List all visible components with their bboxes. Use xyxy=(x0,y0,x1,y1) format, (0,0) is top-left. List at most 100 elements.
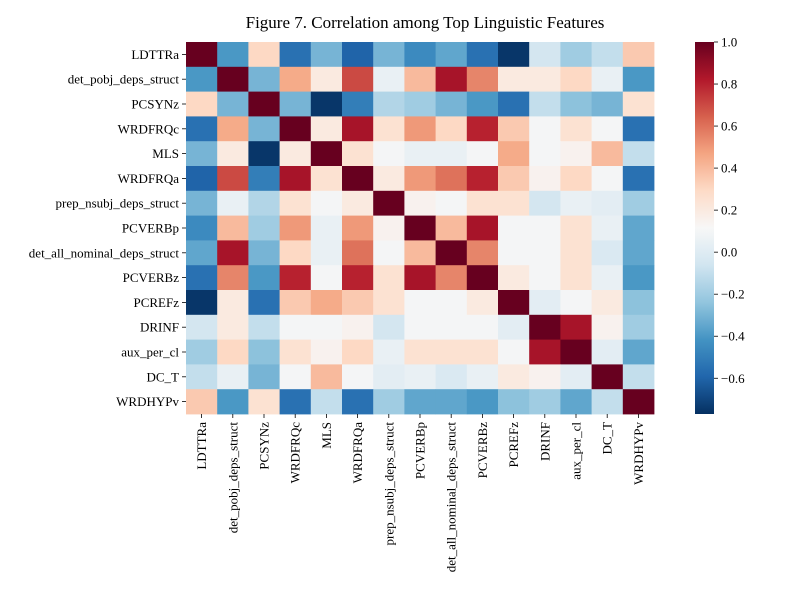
heatmap-cell-PCREFz-det_all_nominal_deps_struct xyxy=(435,290,468,316)
heatmap-cell-DRINF-det_all_nominal_deps_struct xyxy=(435,314,468,340)
heatmap-cell-PCREFz-PCREFz xyxy=(498,290,530,316)
heatmap-cell-aux_per_cl-PCVERBp xyxy=(404,339,436,365)
column-tick-label: PCREFz xyxy=(506,422,521,468)
heatmap-cell-PCSYNz-WRDFRQc xyxy=(279,91,312,117)
heatmap-cell-WRDFRQc-WRDFRQc xyxy=(279,116,312,142)
heatmap-cell-DRINF-WRDFRQa xyxy=(342,314,374,340)
heatmap-cell-PCVERBp-MLS xyxy=(310,215,343,241)
heatmap-cell-WRDFRQc-PCVERBz xyxy=(466,116,499,142)
heatmap-cell-det_pobj_deps_struct-DC_T xyxy=(591,66,624,92)
row-tick-label: WRDHYPv xyxy=(116,394,179,409)
heatmap-cell-aux_per_cl-MLS xyxy=(310,339,343,365)
heatmap-cell-PCVERBz-det_pobj_deps_struct xyxy=(217,265,249,291)
heatmap-cell-DRINF-WRDHYPv xyxy=(622,314,655,340)
heatmap-cell-det_pobj_deps_struct-PCVERBz xyxy=(466,66,499,92)
heatmap-cell-WRDFRQa-PCVERBp xyxy=(404,166,436,192)
heatmap-cell-PCVERBz-PCVERBz xyxy=(466,265,499,291)
heatmap-cell-WRDFRQa-DC_T xyxy=(591,166,624,192)
heatmap-cell-PCVERBz-WRDFRQa xyxy=(342,265,374,291)
heatmap-cell-MLS-aux_per_cl xyxy=(560,141,592,167)
heatmap-cell-PCSYNz-LDTTRa xyxy=(186,91,218,117)
heatmap-cell-DC_T-PCREFz xyxy=(498,364,530,390)
heatmap-cell-det_pobj_deps_struct-prep_nsubj_deps_struct xyxy=(373,66,405,92)
heatmap-cell-det_all_nominal_deps_struct-det_pobj_deps_struct xyxy=(217,240,249,266)
heatmap-cell-det_all_nominal_deps_struct-WRDFRQa xyxy=(342,240,374,266)
heatmap-cell-WRDFRQa-det_pobj_deps_struct xyxy=(217,166,249,192)
heatmap-cell-PCVERBz-aux_per_cl xyxy=(560,265,592,291)
heatmap-cell-LDTTRa-PCVERBp xyxy=(404,42,436,68)
heatmap-cell-DC_T-LDTTRa xyxy=(186,364,218,390)
heatmap-cell-prep_nsubj_deps_struct-PCVERBz xyxy=(466,190,499,216)
heatmap-cell-WRDFRQc-aux_per_cl xyxy=(560,116,592,142)
heatmap-cell-PCVERBz-DC_T xyxy=(591,265,624,291)
column-tick-label: PCVERBz xyxy=(475,422,490,479)
heatmap-cell-PCVERBp-det_pobj_deps_struct xyxy=(217,215,249,241)
heatmap-cell-aux_per_cl-DC_T xyxy=(591,339,624,365)
colorbar-tick-label: 0.6 xyxy=(721,119,738,134)
heatmap-cell-WRDHYPv-prep_nsubj_deps_struct xyxy=(373,389,405,415)
heatmap-cell-DRINF-DRINF xyxy=(529,314,561,340)
heatmap-cell-det_all_nominal_deps_struct-PCSYNz xyxy=(248,240,280,266)
row-tick-label: DC_T xyxy=(147,369,180,384)
heatmap-cell-LDTTRa-WRDFRQa xyxy=(342,42,374,68)
heatmap-cell-PCSYNz-aux_per_cl xyxy=(560,91,592,117)
row-tick-label: PCVERBz xyxy=(123,270,180,285)
heatmap-cell-MLS-PCVERBz xyxy=(466,141,499,167)
heatmap-cell-PCVERBz-PCREFz xyxy=(498,265,530,291)
heatmap-cell-DC_T-DRINF xyxy=(529,364,561,390)
column-tick-label: DRINF xyxy=(537,422,552,461)
heatmap-cell-MLS-DC_T xyxy=(591,141,624,167)
row-tick-label: DRINF xyxy=(140,320,179,335)
heatmap-cell-det_pobj_deps_struct-aux_per_cl xyxy=(560,66,592,92)
row-tick-label: PCSYNz xyxy=(131,97,179,112)
heatmap-cell-WRDFRQc-PCSYNz xyxy=(248,116,280,142)
heatmap-cell-DRINF-det_pobj_deps_struct xyxy=(217,314,249,340)
heatmap-cell-aux_per_cl-WRDFRQc xyxy=(279,339,312,365)
heatmap-cell-WRDFRQa-PCSYNz xyxy=(248,166,280,192)
heatmap-cell-PCVERBp-LDTTRa xyxy=(186,215,218,241)
heatmap-cell-det_pobj_deps_struct-MLS xyxy=(310,66,343,92)
heatmap-cell-DC_T-prep_nsubj_deps_struct xyxy=(373,364,405,390)
column-tick-label: WRDFRQc xyxy=(288,422,303,484)
heatmap-cell-det_all_nominal_deps_struct-LDTTRa xyxy=(186,240,218,266)
heatmap-cell-det_all_nominal_deps_struct-MLS xyxy=(310,240,343,266)
heatmap-cell-prep_nsubj_deps_struct-DRINF xyxy=(529,190,561,216)
heatmap-cell-prep_nsubj_deps_struct-DC_T xyxy=(591,190,624,216)
heatmap-cell-DC_T-PCSYNz xyxy=(248,364,280,390)
heatmap-cell-det_pobj_deps_struct-PCREFz xyxy=(498,66,530,92)
heatmap-cell-LDTTRa-PCVERBz xyxy=(466,42,499,68)
heatmap-cell-DC_T-MLS xyxy=(310,364,343,390)
row-tick-label: WRDFRQa xyxy=(118,171,180,186)
heatmap-cell-PCVERBz-PCVERBp xyxy=(404,265,436,291)
heatmap-cell-DRINF-DC_T xyxy=(591,314,624,340)
heatmap-cell-WRDFRQa-WRDHYPv xyxy=(622,166,655,192)
heatmap-cell-DC_T-PCVERBz xyxy=(466,364,499,390)
heatmap-cell-LDTTRa-WRDFRQc xyxy=(279,42,312,68)
row-tick-label: aux_per_cl xyxy=(121,345,179,360)
column-tick-label: det_pobj_deps_struct xyxy=(225,422,240,534)
heatmap-cell-DRINF-PCVERBp xyxy=(404,314,436,340)
heatmap-cell-det_all_nominal_deps_struct-WRDFRQc xyxy=(279,240,312,266)
heatmap-cell-WRDFRQa-WRDFRQc xyxy=(279,166,312,192)
heatmap-cell-WRDHYPv-WRDHYPv xyxy=(622,389,655,415)
heatmap-cell-MLS-WRDFRQc xyxy=(279,141,312,167)
heatmap-cell-PCREFz-WRDFRQa xyxy=(342,290,374,316)
heatmap-cells xyxy=(186,42,655,415)
heatmap-cell-det_all_nominal_deps_struct-PCREFz xyxy=(498,240,530,266)
heatmap-cell-PCSYNz-prep_nsubj_deps_struct xyxy=(373,91,405,117)
heatmap-cell-WRDHYPv-PCREFz xyxy=(498,389,530,415)
colorbar-tick-label: −0.2 xyxy=(721,287,745,302)
heatmap-cell-MLS-LDTTRa xyxy=(186,141,218,167)
heatmap-cell-PCSYNz-WRDFRQa xyxy=(342,91,374,117)
heatmap-cell-det_pobj_deps_struct-DRINF xyxy=(529,66,561,92)
heatmap-cell-DRINF-LDTTRa xyxy=(186,314,218,340)
heatmap-cell-PCSYNz-PCREFz xyxy=(498,91,530,117)
heatmap-cell-det_pobj_deps_struct-det_pobj_deps_struct xyxy=(217,66,249,92)
heatmap-cell-LDTTRa-aux_per_cl xyxy=(560,42,592,68)
row-tick-label: PCVERBp xyxy=(122,221,179,236)
heatmap-cell-DC_T-aux_per_cl xyxy=(560,364,592,390)
heatmap-cell-PCREFz-LDTTRa xyxy=(186,290,218,316)
heatmap-cell-prep_nsubj_deps_struct-prep_nsubj_deps_struct xyxy=(373,190,405,216)
heatmap-cell-det_pobj_deps_struct-LDTTRa xyxy=(186,66,218,92)
